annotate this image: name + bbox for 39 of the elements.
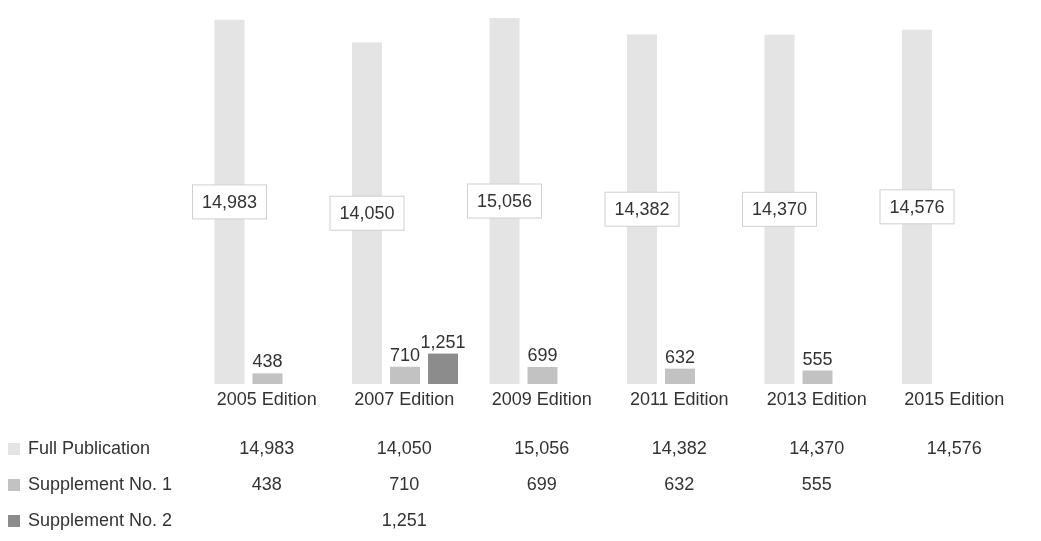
legend-label: Full Publication (28, 438, 151, 459)
data-label: 710 (388, 474, 421, 495)
text: 14,370 (751, 199, 808, 220)
text: 14,050 (339, 203, 395, 224)
bar (665, 368, 695, 384)
data-label: 14,576 (925, 438, 983, 459)
bar (390, 366, 420, 384)
data-label: 438 (250, 474, 283, 495)
text: 15,056 (476, 191, 533, 211)
data-label: 14,983 (238, 438, 296, 459)
data-label: 1,251 (420, 331, 466, 352)
data-label: 14,050 (375, 438, 433, 459)
text: 555 (802, 348, 833, 369)
text: 699 (527, 345, 558, 366)
text: 710 (389, 344, 421, 365)
bar (802, 370, 833, 384)
bar (527, 367, 558, 384)
x-tick-label: 2011 Edition (629, 388, 729, 409)
data-label: 14,370 (788, 438, 846, 459)
text: 14,576 (889, 196, 945, 217)
data-label: 632 (663, 474, 696, 495)
x-tick-label: 2013 Edition (766, 388, 867, 409)
data-label: 14,382 (650, 438, 708, 459)
x-tick-label: 2007 Edition (354, 388, 455, 409)
legend-label: Supplement No. 2 (28, 510, 173, 531)
x-tick-label: 2015 Edition (904, 388, 1005, 409)
bar (428, 353, 458, 384)
text: 14,382 (614, 199, 670, 220)
text: 438 (252, 351, 283, 372)
x-tick-label: 2009 Edition (491, 388, 592, 409)
legend-label: Supplement No. 1 (28, 474, 173, 495)
text: 14,983 (201, 191, 258, 212)
x-tick-label: 2005 Edition (216, 388, 317, 409)
data-label: 699 (525, 474, 558, 495)
text: 1,251 (381, 510, 427, 530)
data-label: 555 (800, 474, 833, 495)
bar (252, 373, 283, 384)
data-label: 15,056 (513, 438, 571, 459)
text: 632 (664, 346, 696, 367)
